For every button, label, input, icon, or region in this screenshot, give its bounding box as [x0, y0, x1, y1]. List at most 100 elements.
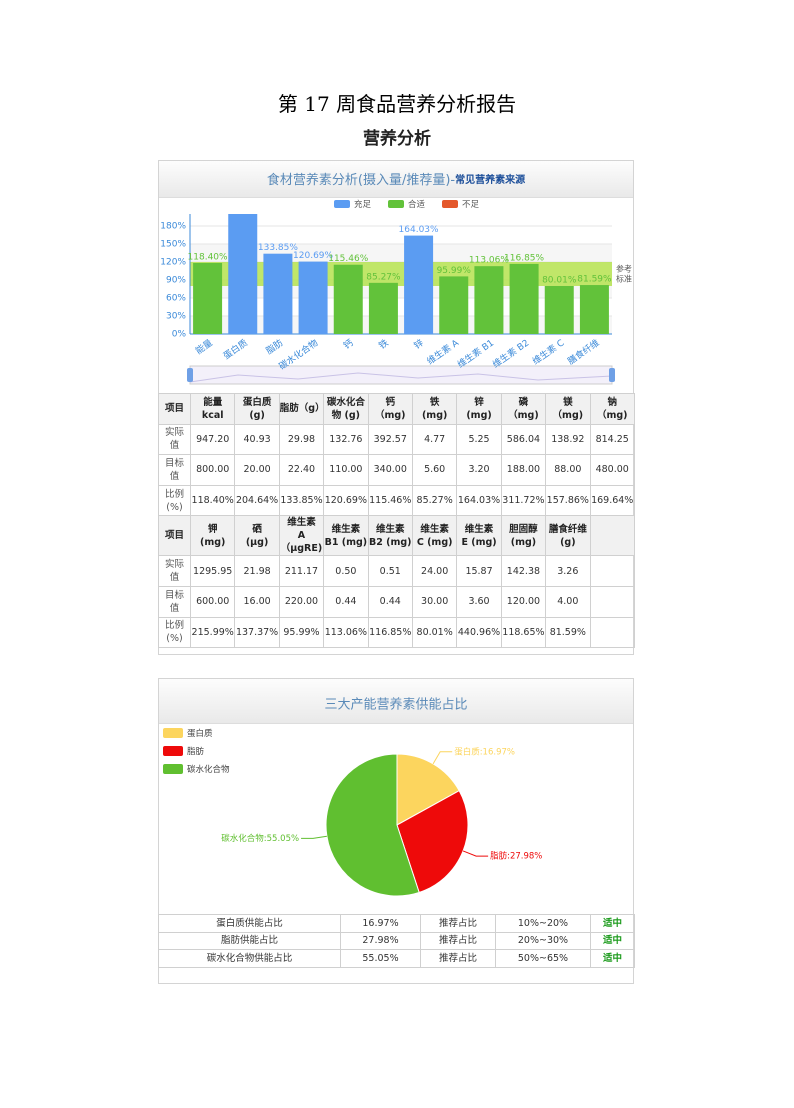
cell: 120.69%: [323, 484, 369, 517]
header-cell: 维生素 B2 (mg): [367, 515, 413, 557]
value-label: 120.69%: [293, 251, 333, 261]
header-cell: 项目: [158, 393, 191, 425]
header-cell: 镁 （mg): [545, 393, 591, 425]
row-label: 实际 值: [158, 423, 191, 456]
legend-label: 脂肪: [187, 746, 205, 757]
data-row: 目标 值 800.00 20.00 22.40 110.00 340.00 5.60 3.20…: [158, 454, 635, 486]
cell: 814.25: [589, 423, 635, 456]
legend-label: 合适: [408, 199, 426, 210]
cell: 推荐占比: [420, 949, 496, 968]
legend-label: 充足: [354, 199, 372, 210]
cell: 4.77: [411, 423, 458, 456]
cell: 133.85%: [278, 484, 325, 517]
header-cell: 钾 (mg): [189, 515, 236, 557]
cell: 88.00: [545, 454, 591, 486]
energy-table: 蛋白质供能占比 16.97% 推荐占比 10%~20% 适中 脂肪供能占比 27.98% 推荐…: [158, 914, 635, 968]
bar: [263, 253, 293, 334]
cell: 85.27%: [411, 484, 458, 517]
data-row: 脂肪供能占比 27.98% 推荐占比 20%~30% 适中: [158, 931, 635, 951]
cell: 0.44: [367, 585, 413, 618]
reference-label: 标准: [616, 274, 632, 284]
label-leader: [462, 850, 489, 857]
bar: [298, 261, 328, 334]
x-tick-label: 锌: [411, 337, 425, 352]
chart-link[interactable]: 常见营养素来源: [455, 173, 525, 186]
zoom-slider[interactable]: [189, 365, 613, 385]
zoom-handle[interactable]: [609, 368, 615, 382]
header-cell: 维生素 B1 (mg): [323, 515, 369, 557]
header-cell: 铁 (mg): [411, 393, 458, 425]
cell: 0.44: [323, 585, 369, 618]
cell: 118.40%: [189, 484, 236, 517]
value-label: 116.85%: [504, 253, 544, 263]
bar-chart: 食材营养素分析(摄入量/推荐量)-常见营养素来源 0% 30% 60% 90% 120%…: [160, 172, 632, 385]
header-cell: 项目: [158, 515, 191, 557]
cell: 120.00: [500, 585, 547, 618]
cell: 220.00: [278, 585, 325, 618]
cell: 81.59%: [545, 616, 591, 649]
header-cell: 锌 (mg): [456, 393, 502, 425]
cell: 20.00: [234, 454, 280, 486]
data-row: 比例 (%) 118.40% 204.64% 133.85% 120.69% 115.46…: [158, 484, 635, 517]
header-cell: 维生素 C (mg): [411, 515, 458, 557]
cell: [589, 585, 635, 618]
slice-label: 碳水化合物:55.05%: [221, 833, 299, 844]
value-label: 85.27%: [366, 272, 401, 282]
legend-swatch: [442, 200, 458, 208]
header-row: 项目 能量 kcal 蛋白质 (g) 脂肪（g） 碳水化合 物 (g) 钙 （mg) 铁 (…: [158, 393, 635, 425]
data-row: 实际 值 947.20 40.93 29.98 132.76 392.57 4.77 5.25…: [158, 423, 635, 456]
chart-title: 食材营养素分析(摄入量/推荐量)-常见营养素来源: [267, 172, 525, 188]
header-cell: 钠 （mg): [589, 393, 635, 425]
cell: 392.57: [367, 423, 413, 456]
cell: 21.98: [234, 555, 280, 587]
x-tick-label: 能量: [193, 337, 215, 357]
cell: 30.00: [411, 585, 458, 618]
x-tick-label: 膳食纤维: [565, 337, 601, 367]
cell: 169.64%: [589, 484, 635, 517]
cell: 3.20: [456, 454, 502, 486]
legend-swatch: [163, 746, 183, 756]
bars: [193, 214, 609, 334]
cell: 138.92: [545, 423, 591, 456]
header-cell: 钙 （mg): [367, 393, 413, 425]
cell: 3.26: [545, 555, 591, 587]
pie-slice: [325, 753, 420, 897]
value-label: 164.03%: [399, 225, 439, 235]
legend-swatch: [388, 200, 404, 208]
header-cell: 膳食纤维 (g): [545, 515, 591, 557]
x-tick-label: 钙: [341, 337, 355, 352]
reference-label: 参考: [616, 264, 632, 274]
value-label: 95.99%: [437, 266, 472, 276]
grid-band: [190, 244, 612, 262]
bar: [439, 276, 469, 334]
data-row: 比例 (%) 215.99% 137.37% 95.99% 113.06% 116.85%…: [158, 616, 635, 649]
header-row: 项目钾 (mg) 硒 (μg) 维生素 A（μgRE) 维生素 B1 (mg) 维生素 …: [158, 515, 635, 557]
reference-band: [190, 262, 612, 286]
cell: 110.00: [323, 454, 369, 486]
cell: 0.51: [367, 555, 413, 587]
report-title: 第 17 周食品营养分析报告: [277, 92, 517, 116]
bar: [404, 235, 434, 334]
cell: 16.97%: [340, 914, 421, 933]
zoom-preview: [189, 372, 613, 383]
cell: 480.00: [589, 454, 635, 486]
label-leader: [301, 835, 327, 839]
cell: 440.96%: [456, 616, 502, 649]
row-label: 比例 (%): [158, 484, 191, 517]
cell: 蛋白质供能占比: [158, 914, 341, 933]
x-tick-label: 维生素 C: [530, 337, 567, 368]
legend-label: 不足: [462, 200, 480, 210]
value-label: 118.40%: [188, 252, 228, 262]
row-label: 实际 值: [158, 555, 191, 587]
pie-slice: [396, 753, 460, 826]
cell: [589, 555, 635, 587]
cell: 适中: [590, 949, 635, 968]
bar: [509, 263, 539, 334]
panel-header: [159, 161, 633, 198]
zoom-handle[interactable]: [187, 368, 193, 382]
cell: 适中: [590, 931, 635, 951]
cell: 204.64%: [234, 484, 280, 517]
y-tick-label: 120%: [160, 258, 186, 268]
y-tick-label: 30%: [166, 312, 186, 322]
bar: [544, 285, 574, 334]
